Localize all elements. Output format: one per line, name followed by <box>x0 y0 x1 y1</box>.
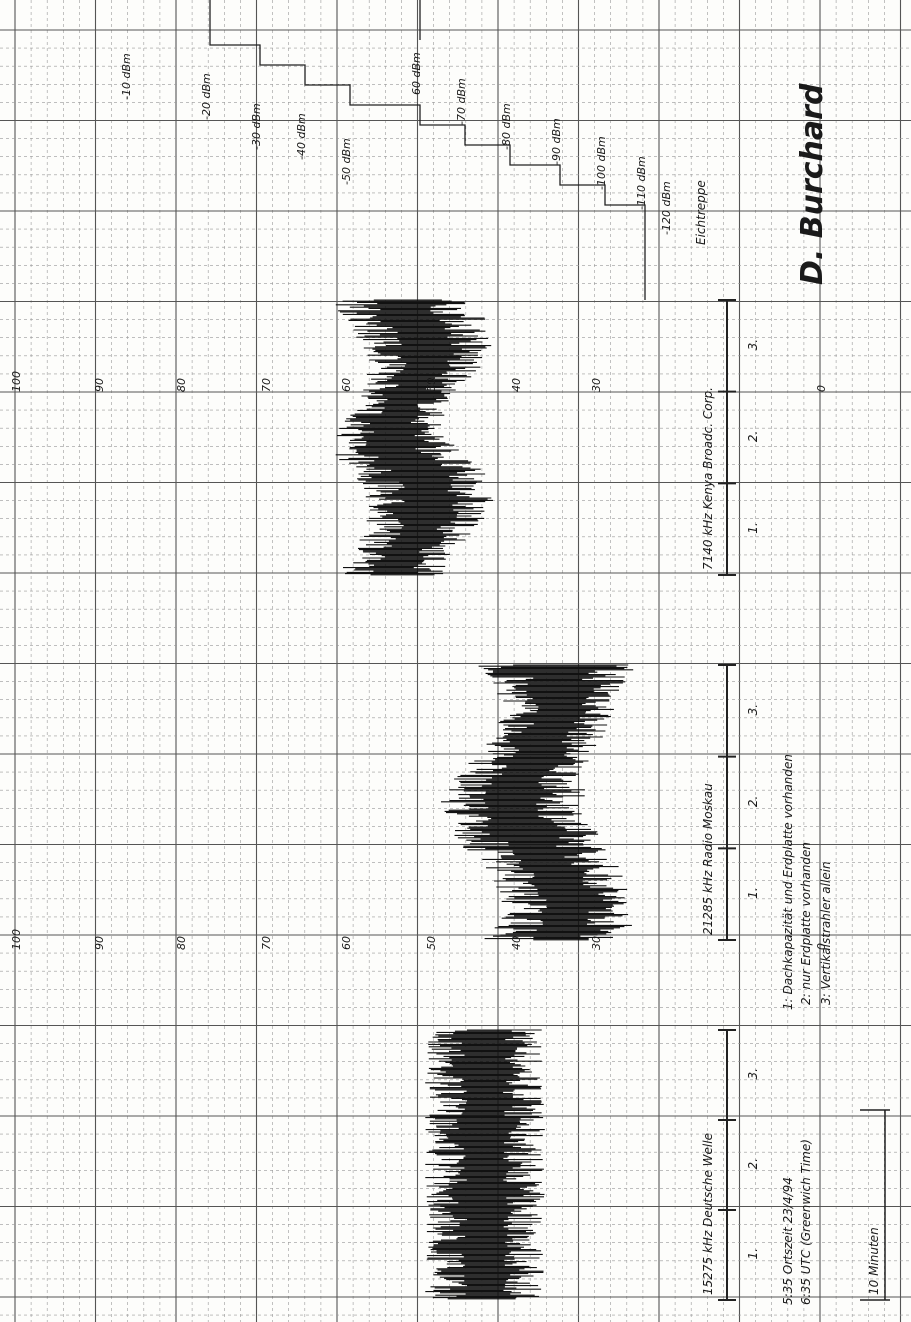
calibration-label: -120 dBm <box>660 181 673 235</box>
scale-label: 100 <box>10 371 23 392</box>
legend-item: 3: Vertikalstrahler allein <box>819 861 833 1005</box>
segment-label: 1. <box>746 1248 760 1259</box>
segment-label: 3. <box>746 704 760 715</box>
scale-label: 30 <box>590 936 603 950</box>
segment-label: 3. <box>746 1068 760 1079</box>
scale-label: 90 <box>93 378 106 392</box>
calibration-label: -110 dBm <box>635 156 648 210</box>
scale-label: 50 <box>425 936 438 950</box>
signal-trace <box>441 664 634 941</box>
segment-label: 3. <box>746 339 760 350</box>
scale-label: 80 <box>175 936 188 950</box>
segment-label: 2. <box>746 431 760 442</box>
calibration-label: -40 dBm <box>295 113 308 160</box>
legend-item: 1: Dachkapazität und Erdplatte vorhanden <box>781 754 795 1010</box>
labels: 100 90 80 70 60 50 40 30 0 100 90 80 70 60 50 40 30 0 -10 … <box>10 52 881 1305</box>
scale-label: 70 <box>260 378 273 392</box>
calibration-title: Eichtreppe <box>694 180 708 245</box>
scale-label: 70 <box>260 936 273 950</box>
scale-label: 60 <box>340 378 353 392</box>
scale-label: 0 <box>815 385 828 392</box>
calibration-label: -90 dBm <box>550 118 563 165</box>
legend-item: 2: nur Erdplatte vorhanden <box>799 842 813 1005</box>
traces <box>209 0 890 1301</box>
scale-label: 40 <box>510 378 523 392</box>
segment-label: 1. <box>746 522 760 533</box>
scale-label: 50 <box>425 378 438 392</box>
calibration-label: -70 dBm <box>455 78 468 125</box>
calibration-label: -10 dBm <box>120 53 133 100</box>
scale-label: 90 <box>93 936 106 950</box>
scale-label: 0 <box>815 943 828 950</box>
scale-label: 80 <box>175 378 188 392</box>
segment-label: 2. <box>746 796 760 807</box>
calibration-label: -100 dBm <box>595 136 608 190</box>
author: D. Burchard <box>795 83 830 285</box>
calibration-label: -20 dBm <box>200 73 213 120</box>
calibration-label: -50 dBm <box>340 138 353 185</box>
signal-trace <box>425 1029 545 1300</box>
recording-label: 7140 kHz Kenya Broadc. Corp. <box>701 387 715 570</box>
calibration-label: 60 dBm <box>410 52 423 95</box>
scale-label: 30 <box>590 378 603 392</box>
segment-label: 2. <box>746 1158 760 1169</box>
scale-label: 100 <box>10 929 23 950</box>
scale-label: 40 <box>510 936 523 950</box>
segment-label: 1. <box>746 887 760 898</box>
scale-label: 60 <box>340 936 353 950</box>
recording-label: 21285 kHz Radio Moskau <box>701 783 715 935</box>
calibration-step <box>209 0 646 300</box>
duration-label: 10 Minuten <box>867 1227 881 1295</box>
time-label: 6:35 UTC (Greenwich Time) <box>799 1139 813 1305</box>
calibration-label: -30 dBm <box>250 103 263 150</box>
recording-label: 15275 kHz Deutsche Welle <box>701 1133 715 1295</box>
time-label: 5:35 Ortszeit 23/4/94 <box>781 1177 795 1305</box>
signal-trace <box>335 299 493 576</box>
calibration-label: -80 dBm <box>500 103 513 150</box>
